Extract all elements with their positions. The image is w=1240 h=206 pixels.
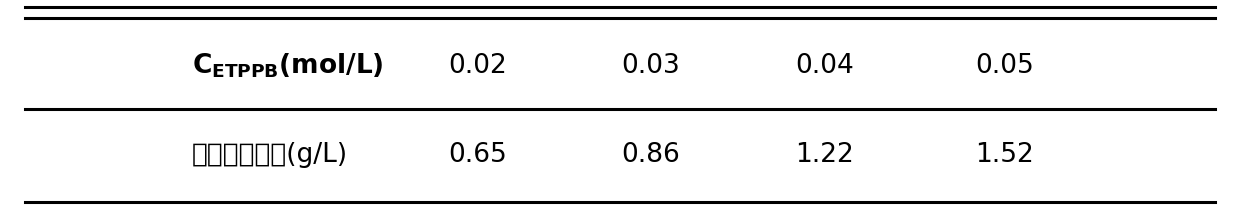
Text: 0.86: 0.86 [621,142,681,167]
Text: 1.52: 1.52 [975,142,1034,167]
Text: 饱和萌取容量(g/L): 饱和萌取容量(g/L) [192,142,348,167]
Text: 1.22: 1.22 [795,142,854,167]
Text: 0.65: 0.65 [448,142,507,167]
Text: 0.05: 0.05 [975,53,1034,79]
Text: 0.04: 0.04 [795,53,854,79]
Text: 0.03: 0.03 [621,53,681,79]
Text: 0.02: 0.02 [448,53,507,79]
Text: $\mathregular{C_{ETPPB}}$$\mathregular{(mol/L)}$: $\mathregular{C_{ETPPB}}$$\mathregular{(… [192,52,384,80]
